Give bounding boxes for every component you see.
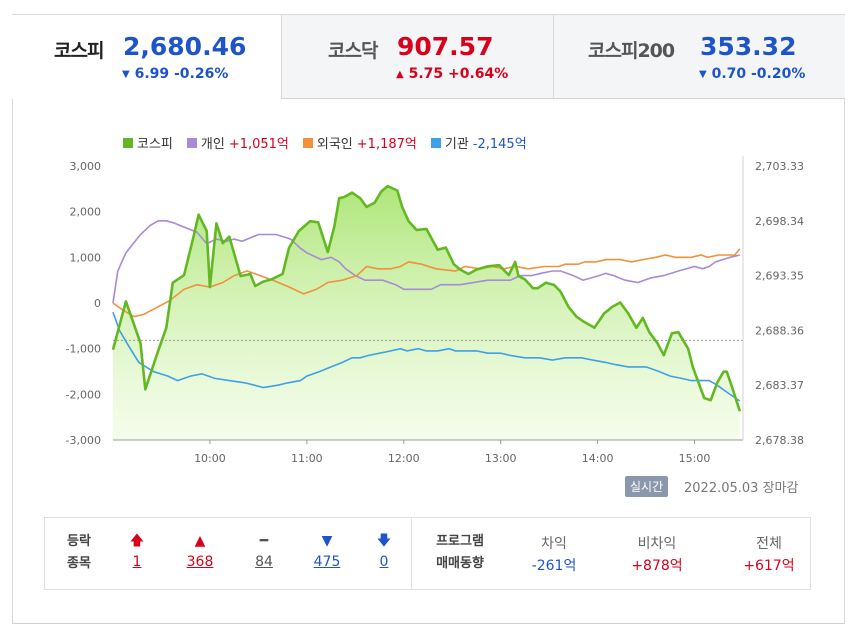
legend-individual[interactable]: 개인 +1,051억	[186, 133, 289, 152]
index-tabs: 코스피 2,680.46 ▼ 6.99 -0.26% 코스닥 907.57 ▲ …	[12, 14, 845, 99]
tab-kospi-change: ▼ 6.99 -0.26%	[122, 66, 228, 82]
y-left-tick-label: 1,000	[70, 251, 102, 264]
program-value: +878억	[631, 558, 683, 574]
tab-kospi200-change: ▼ 0.70 -0.20%	[699, 66, 805, 82]
series-line-기관	[112, 311, 741, 402]
y-right-tick-label: 2,683.37	[755, 379, 804, 392]
program-label-line2: 매매동향	[436, 556, 484, 571]
chart-legend: 코스피 개인 +1,051억 외국인 +1,187억 기관 -2,145억	[123, 133, 527, 152]
tab-kospi-change-text: 6.99 -0.26%	[134, 66, 229, 82]
legend-foreign-value: +1,187억	[356, 137, 417, 152]
updown-item-2: ━ 84	[244, 531, 284, 573]
legend-individual-swatch	[186, 137, 197, 148]
program-value: +617억	[743, 558, 795, 574]
triangle-down-icon: ▼	[321, 533, 333, 549]
legend-institution-value: -2,145억	[472, 137, 527, 152]
updown-count-link[interactable]: 1	[132, 554, 142, 570]
updown-count-link[interactable]: 0	[379, 554, 389, 570]
program-header: 비차익	[637, 536, 677, 552]
program-item-0: 차익 -261억	[519, 533, 589, 577]
legend-foreign-label: 외국인	[316, 137, 353, 152]
legend-foreign[interactable]: 외국인 +1,187억	[302, 133, 417, 152]
arrow-up-bold-icon: 🡅	[129, 533, 145, 549]
market-status: 장마감	[762, 481, 799, 496]
x-tick-label: 14:00	[582, 452, 614, 465]
triangle-down-icon: ▼	[699, 69, 707, 80]
y-left-tick-label: -1,000	[66, 343, 101, 356]
y-right-tick-label: 2,678.38	[755, 434, 804, 447]
updown-label-line2: 종목	[67, 556, 91, 571]
legend-kospi[interactable]: 코스피	[123, 133, 173, 152]
triangle-up-icon: ▲	[396, 69, 404, 80]
program-item-2: 전체 +617억	[734, 533, 804, 577]
updown-count-link[interactable]: 84	[255, 554, 273, 570]
updown-count-link[interactable]: 475	[313, 554, 341, 570]
updown-item-0: 🡅 1	[117, 531, 157, 573]
updown-label-line1: 등락	[67, 534, 91, 549]
legend-institution-swatch	[430, 137, 441, 148]
tab-kospi200[interactable]: 코스피200 353.32 ▼ 0.70 -0.20%	[553, 14, 845, 99]
series-line-개인	[112, 220, 740, 304]
x-tick-label: 10:00	[194, 452, 226, 465]
tab-kosdaq-change: ▲ 5.75 +0.64%	[396, 66, 508, 82]
program-header: 차익	[541, 536, 567, 552]
legend-institution[interactable]: 기관 -2,145억	[430, 133, 527, 152]
x-tick-label: 13:00	[485, 452, 517, 465]
chart-date: 2022.05.03 장마감	[684, 477, 798, 496]
dash-icon: ━	[259, 533, 269, 549]
program-item-1: 비차익 +878억	[622, 533, 692, 577]
tab-kospi-price: 2,680.46	[123, 32, 247, 61]
x-tick-label: 12:00	[388, 452, 420, 465]
arrow-down-bold-icon: 🡇	[376, 533, 392, 549]
legend-individual-label: 개인	[200, 137, 225, 152]
program-value: -261억	[531, 558, 577, 574]
panel-frame	[12, 14, 845, 624]
updown-item-4: 🡇 0	[364, 531, 404, 573]
program-label: 프로그램 매매동향	[427, 531, 493, 575]
tab-kosdaq-price: 907.57	[397, 32, 494, 61]
program-header: 전체	[756, 536, 782, 552]
tab-kospi200-change-text: 0.70 -0.20%	[711, 66, 806, 82]
y-left-tick-label: 3,000	[70, 160, 102, 173]
y-right-tick-label: 2,698.34	[755, 215, 804, 228]
updown-label: 등락 종목	[59, 531, 99, 575]
tab-kosdaq-change-text: 5.75 +0.64%	[408, 66, 509, 82]
series-line-kospi	[111, 184, 742, 412]
legend-institution-label: 기관	[444, 137, 469, 152]
triangle-up-icon: ▲	[194, 533, 206, 549]
legend-kospi-swatch	[123, 137, 133, 148]
x-tick-label: 11:00	[291, 452, 323, 465]
triangle-down-icon: ▼	[122, 69, 130, 80]
market-summary-panel: 등락 종목 🡅 1 ▲ 368 ━ 84 ▼ 475 🡇 0 프로그램 매매동향 차익 -261억 비…	[44, 517, 811, 590]
divider	[411, 518, 412, 589]
y-left-tick-label: 0	[94, 297, 101, 310]
updown-count-link[interactable]: 368	[186, 554, 214, 570]
chart-date-value: 2022.05.03	[684, 481, 759, 496]
tab-kospi-name: 코스피	[54, 40, 104, 62]
realtime-badge[interactable]: 실시간	[625, 476, 669, 497]
y-left-tick-label: -3,000	[66, 434, 101, 447]
tab-kosdaq-name: 코스닥	[328, 40, 378, 62]
y-right-tick-label: 2,688.36	[755, 324, 804, 337]
tab-kospi[interactable]: 코스피 2,680.46 ▼ 6.99 -0.26%	[12, 14, 281, 99]
tab-kospi200-price: 353.32	[700, 32, 797, 61]
y-left-tick-label: 2,000	[70, 206, 102, 219]
kospi-area	[113, 186, 740, 440]
y-right-tick-label: 2,693.35	[755, 270, 804, 283]
y-left-tick-label: -2,000	[66, 388, 101, 401]
updown-item-3: ▼ 475	[307, 531, 347, 573]
tab-kosdaq[interactable]: 코스닥 907.57 ▲ 5.75 +0.64%	[281, 14, 553, 99]
legend-kospi-label: 코스피	[137, 137, 173, 152]
updown-item-1: ▲ 368	[180, 531, 220, 573]
legend-foreign-swatch	[302, 137, 313, 148]
program-label-line1: 프로그램	[436, 534, 484, 549]
legend-individual-value: +1,051억	[228, 137, 289, 152]
tab-kospi200-name: 코스피200	[588, 40, 675, 62]
x-tick-label: 15:00	[679, 452, 711, 465]
y-right-tick-label: 2,703.33	[755, 160, 804, 173]
